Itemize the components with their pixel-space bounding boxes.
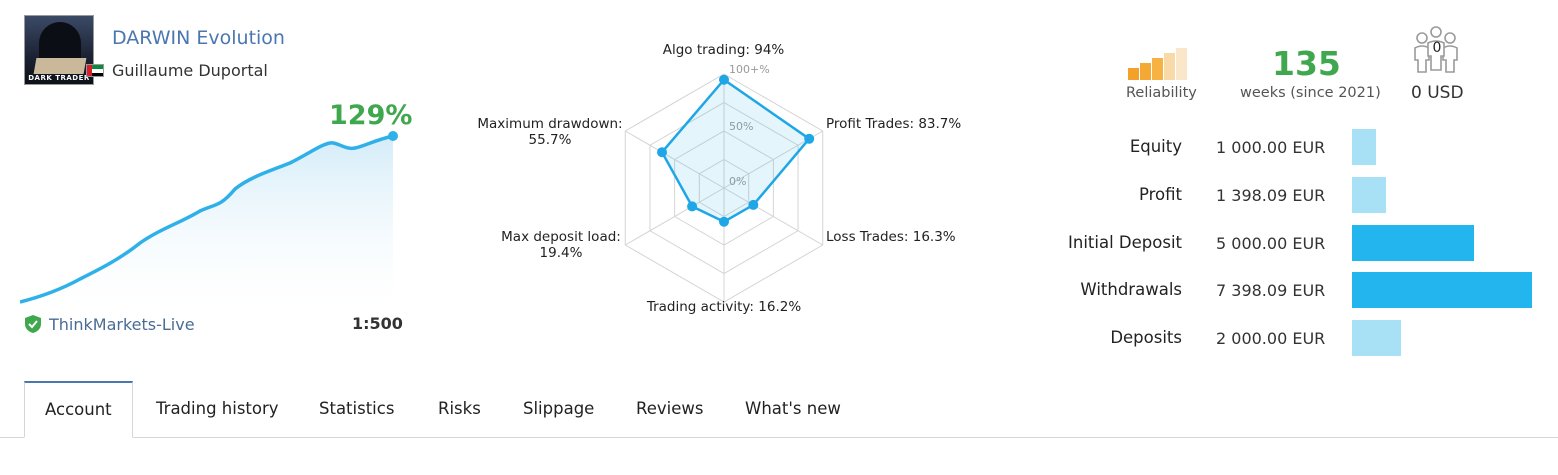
radar-chart: 100+% 50% 0%: [624, 63, 824, 303]
financial-value: 7 398.09 EUR: [1216, 281, 1326, 300]
radar-point: [687, 201, 698, 212]
tab-reviews[interactable]: Reviews: [636, 399, 704, 418]
financial-label: Profit: [1138, 185, 1182, 204]
financial-label: Initial Deposit: [1068, 233, 1182, 252]
reliability-bars-icon[interactable]: [1128, 48, 1192, 80]
financial-value: 5 000.00 EUR: [1216, 234, 1326, 253]
radar-point: [748, 199, 759, 210]
reliability-bar: [1152, 58, 1163, 80]
tab-bar: Account Trading history Statistics Risks…: [0, 381, 1558, 438]
tab-trading-history[interactable]: Trading history: [156, 399, 279, 418]
radar-point: [657, 147, 668, 158]
financial-label: Equity: [1129, 137, 1182, 156]
weeks-count: 135: [1272, 44, 1341, 83]
reliability-bar: [1164, 53, 1175, 80]
radar-point: [719, 216, 729, 227]
radar-axis-line: [625, 130, 725, 189]
avatar-laptop: [33, 58, 87, 74]
signal-title[interactable]: DARWIN Evolution: [112, 27, 285, 49]
tab-statistics[interactable]: Statistics: [319, 399, 395, 418]
radar-axis-line: [625, 187, 725, 246]
financial-row-withdrawals: Withdrawals 7 398.09 EUR: [0, 272, 1558, 308]
broker-name[interactable]: ThinkMarkets-Live: [49, 314, 195, 334]
subscribers-count: 0: [1432, 40, 1442, 56]
subscribers-funds: 0 USD: [1411, 83, 1464, 103]
avatar-caption: DARK TRADER: [28, 74, 90, 82]
axis-label-drawdown: Maximum drawdown: 55.7%: [474, 116, 626, 148]
tab-whats-new[interactable]: What's new: [745, 399, 841, 418]
reliability-label: Reliability: [1126, 85, 1197, 101]
financial-bar: [1352, 177, 1386, 213]
broker[interactable]: ThinkMarkets-Live: [24, 314, 195, 334]
financial-bar: [1352, 129, 1376, 165]
author-name[interactable]: Guillaume Duportal: [112, 61, 268, 80]
financial-bar: [1352, 225, 1474, 261]
axis-label-activity: Trading activity: 16.2%: [646, 299, 802, 315]
radar-point: [804, 133, 815, 144]
leverage: 1:500: [352, 314, 403, 333]
green-shield-check-icon: [25, 315, 41, 333]
tab-account[interactable]: Account: [24, 381, 133, 438]
reliability-bar: [1140, 63, 1151, 80]
radar-point: [719, 74, 729, 85]
reliability-bar: [1176, 48, 1187, 80]
axis-label-drawdown-line1: Maximum drawdown:: [477, 116, 623, 132]
scale-label-50: 50%: [729, 120, 753, 133]
growth-value: 129%: [329, 100, 413, 131]
axis-label-algo: Algo trading: 94%: [662, 42, 785, 58]
axis-label-profit: Profit Trades: 83.7%: [826, 116, 962, 132]
axis-label-deposit-load: Max deposit load: 19.4%: [497, 229, 625, 261]
axis-label-deposit-load-line2: 19.4%: [539, 245, 583, 261]
weeks-label: weeks (since 2021): [1240, 85, 1381, 101]
financial-label: Withdrawals: [1080, 280, 1182, 299]
axis-label-loss: Loss Trades: 16.3%: [826, 229, 956, 245]
growth-endpoint: [388, 131, 398, 141]
financial-row-deposits: Deposits 2 000.00 EUR: [0, 320, 1558, 356]
financial-row-profit: Profit 1 398.09 EUR: [0, 177, 1558, 213]
axis-label-drawdown-line2: 55.7%: [528, 132, 572, 148]
growth-chart: [20, 131, 398, 310]
financial-value: 2 000.00 EUR: [1216, 329, 1326, 348]
financial-bar: [1352, 320, 1401, 356]
scale-label-0: 0%: [729, 175, 746, 188]
subscribers-icon[interactable]: [1410, 26, 1462, 78]
reliability-bar: [1128, 68, 1139, 80]
growth-line: [20, 134, 394, 304]
financial-value: 1 000.00 EUR: [1216, 138, 1326, 157]
financial-row-initial-deposit: Initial Deposit 5 000.00 EUR: [0, 225, 1558, 261]
tab-risks[interactable]: Risks: [438, 399, 481, 418]
uae-flag-icon: [86, 64, 104, 77]
financial-value: 1 398.09 EUR: [1216, 186, 1326, 205]
tab-slippage[interactable]: Slippage: [523, 399, 595, 418]
financial-label: Deposits: [1110, 328, 1182, 347]
radar-axis-line: [723, 187, 823, 246]
axis-label-deposit-load-line1: Max deposit load:: [501, 229, 621, 245]
financial-row-equity: Equity 1 000.00 EUR: [0, 129, 1558, 165]
scale-label-100: 100+%: [729, 63, 770, 76]
growth-area: [20, 136, 393, 310]
avatar[interactable]: DARK TRADER: [24, 15, 94, 85]
financial-bar: [1352, 272, 1532, 308]
